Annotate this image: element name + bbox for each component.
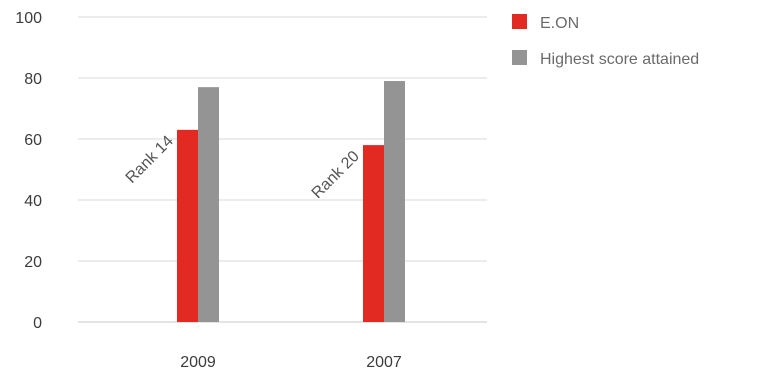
bar-highest-score-2007 xyxy=(384,81,405,322)
legend-label: Highest score attained xyxy=(540,51,699,68)
rank-annotation: Rank 20 xyxy=(309,148,363,202)
y-tick-label: 20 xyxy=(24,254,42,271)
y-tick-label: 80 xyxy=(24,71,42,88)
legend-swatch-eon xyxy=(512,14,527,29)
legend-swatch-highest-score xyxy=(512,50,527,65)
rank-annotations: Rank 14 Rank 20 xyxy=(123,133,363,202)
x-axis-ticks: 2009 2007 xyxy=(180,354,402,371)
x-tick-label: 2007 xyxy=(366,354,402,371)
y-tick-label: 60 xyxy=(24,132,42,149)
y-tick-label: 0 xyxy=(33,315,42,332)
y-axis-ticks: 0 20 40 60 80 100 xyxy=(15,10,42,332)
legend-label: E.ON xyxy=(540,15,579,32)
bars xyxy=(177,81,405,323)
rank-annotation: Rank 14 xyxy=(123,133,177,187)
legend: E.ON Highest score attained xyxy=(512,14,699,68)
y-tick-label: 100 xyxy=(15,10,42,27)
bar-eon-2009 xyxy=(177,129,198,322)
x-tick-label: 2009 xyxy=(180,354,216,371)
bar-eon-2007 xyxy=(363,145,384,322)
gridlines xyxy=(78,16,487,323)
y-tick-label: 40 xyxy=(24,193,42,210)
bar-highest-score-2009 xyxy=(198,87,219,323)
